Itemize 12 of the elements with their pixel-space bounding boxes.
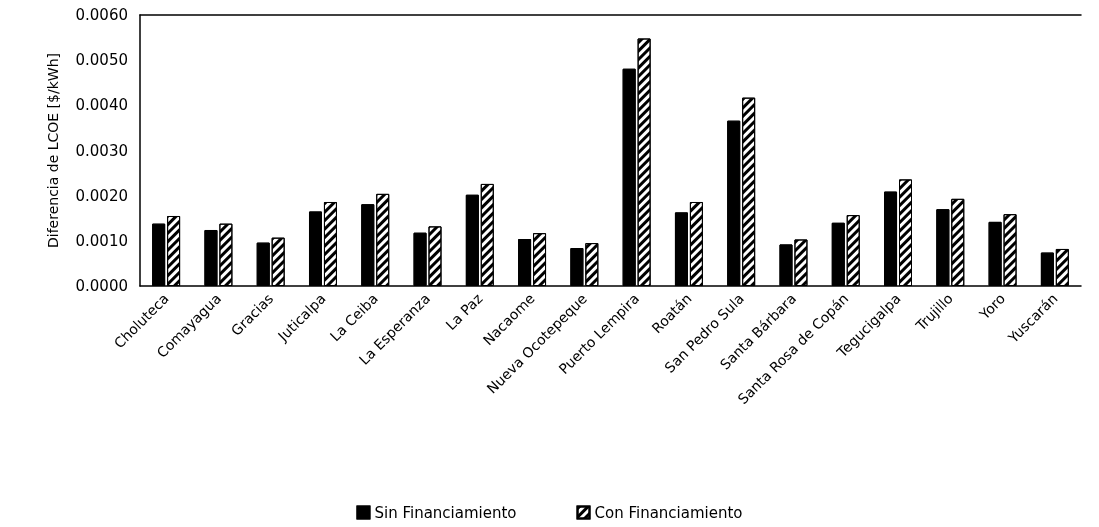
y-tick-label: 0.0020 [75, 186, 128, 205]
legend-label: Sin Financiamiento [374, 503, 517, 522]
y-tick-label: 0.0000 [75, 277, 128, 295]
y-tick-label: 0.0060 [75, 6, 128, 24]
y-tick-label: 0.0040 [75, 96, 128, 115]
y-axis-title: Diferencia de LCOE [$/kWh] [45, 53, 61, 248]
x-tick-label: Yoro [975, 290, 1009, 324]
legend-label: Con Financiamiento [594, 503, 743, 522]
x-tick-label: La Paz [442, 290, 486, 334]
y-tick-label: 0.0050 [75, 51, 128, 70]
y-tick-label: 0.0010 [75, 231, 128, 250]
y-tick-label: 0.0030 [75, 141, 128, 160]
